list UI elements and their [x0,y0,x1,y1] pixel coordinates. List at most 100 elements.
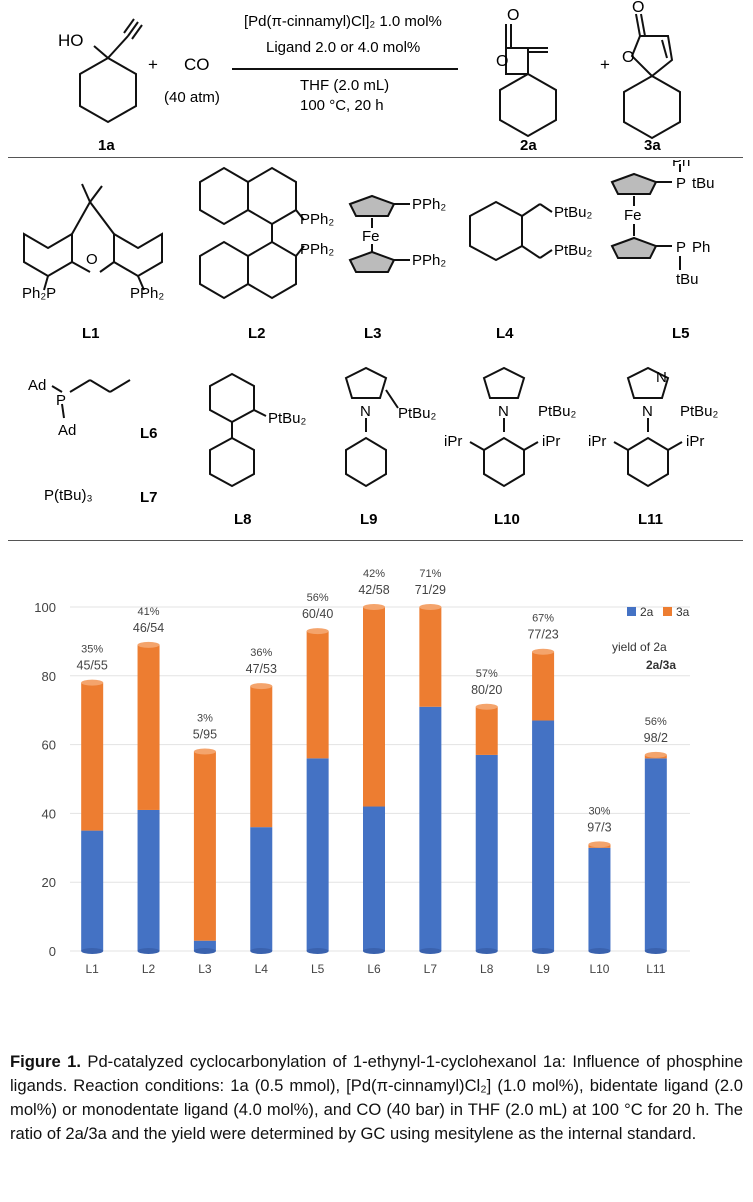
prod2-ring-o: O [622,49,634,66]
bar-L4-2a [250,827,273,951]
svg-text:P: P [56,392,66,409]
svg-text:PtBu₂: PtBu₂ [268,410,307,427]
svg-text:PtBu₂: PtBu₂ [554,204,593,221]
legend-3a: 3a [676,605,690,619]
y-tick-0: 0 [49,944,56,959]
svg-text:PtBu₂: PtBu₂ [398,405,437,422]
bar-base-L1 [81,948,104,954]
bar-L4-3a [250,686,273,828]
svg-text:tBu: tBu [676,271,699,288]
svg-text:N: N [498,403,509,420]
bar-base-L8 [475,948,498,954]
bar-L6-3a [363,607,385,807]
ratio-label-L6: 42/58 [358,583,389,597]
prod1-carbonyl-o: O [507,7,519,24]
bar-L1-2a [81,830,104,951]
sm-label: 1a [98,137,115,154]
ligand-label-l7: L7 [140,489,158,506]
ratio-label-L8: 80/20 [471,683,502,697]
ligand-label-l2: L2 [248,325,266,342]
svg-text:tBu: tBu [692,175,715,192]
ligand-label-l3: L3 [364,325,382,342]
svg-text:N: N [656,369,667,386]
plus-sign-1: + [148,55,158,74]
svg-text:N: N [642,403,653,420]
svg-text:PtBu₂: PtBu₂ [680,403,719,420]
bar-L7-2a [419,706,442,951]
divider-1 [8,157,743,158]
ligand-label-l6: L6 [140,425,158,442]
plus-sign-2: + [600,55,610,74]
x-tick-L9: L9 [536,962,550,976]
bar-base-L9 [532,948,555,954]
svg-text:P: P [676,239,686,256]
svg-text:Fe: Fe [624,207,642,224]
ratio-label-L2: 46/54 [133,621,164,635]
bar-L7-3a [419,607,442,707]
bar-L10-2a [588,847,611,951]
ratio-label-L9: 77/23 [527,628,558,642]
yield-label-L5: 56% [307,592,329,604]
svg-text:PPh₂: PPh₂ [130,285,164,302]
bar-cap-L5 [306,628,329,635]
yield-label-L7: 71% [419,568,441,580]
bar-cap-L8 [475,703,498,710]
figure-caption: Figure 1. Pd-catalyzed cyclocarbonylatio… [10,1050,743,1146]
svg-text:iPr: iPr [444,433,462,450]
divider-2 [8,540,743,541]
x-tick-L3: L3 [198,962,212,976]
bar-cap-L6 [363,604,385,610]
bar-base-L4 [250,948,273,954]
svg-text:PPh₂: PPh₂ [412,252,446,269]
svg-text:iPr: iPr [686,433,704,450]
bar-L6-2a [363,806,385,951]
condition-solvent: THF (2.0 mL) [300,77,389,94]
legend-2a: 2a [640,605,654,619]
bar-cap-L1 [81,679,104,686]
prod2-carbonyl-o: O [632,0,644,16]
yield-label-L1: 35% [81,644,103,656]
x-tick-L2: L2 [142,962,156,976]
ligand-label-l4: L4 [496,325,514,342]
bar-cap-L3 [193,748,216,755]
bar-L8-2a [475,754,498,951]
ratio-label-L5: 60/40 [302,607,333,621]
x-tick-L4: L4 [255,962,269,976]
x-tick-L7: L7 [424,962,438,976]
bar-L5-3a [306,631,329,759]
bar-L3-2a [193,940,216,951]
bar-cap-L11 [644,751,667,758]
yield-chart: 0 20 40 60 80 100 L1 35% 45/55 L2 41% 46/54 L3 3% 5/9… [34,568,690,976]
svg-text:PtBu₂: PtBu₂ [554,242,593,259]
bar-L9-2a [532,720,555,951]
svg-text:Ph₂P: Ph₂P [22,285,56,302]
yield-label-L10: 30% [588,805,610,817]
condition-temperature: 100 °C, 20 h [300,97,384,114]
legend-yield-note: yield of 2a [612,640,667,654]
svg-text:PPh₂: PPh₂ [300,211,334,228]
prod2-ring [623,74,681,140]
x-tick-L10: L10 [589,962,609,976]
svg-text:Ad: Ad [58,422,76,439]
svg-text:N: N [360,403,371,420]
x-tick-L8: L8 [480,962,494,976]
y-tick-60: 60 [42,738,56,753]
ratio-label-L7: 71/29 [415,583,446,597]
bar-L3-3a [193,751,216,941]
prod1-label: 2a [520,137,537,154]
bar-L1-3a [81,682,104,831]
y-tick-100: 100 [34,600,56,615]
yield-label-L2: 41% [138,606,160,618]
legend-swatch-2a [627,607,636,616]
prod1-ring-o: O [496,53,508,70]
bar-base-L3 [193,948,216,954]
prod2-label: 3a [644,137,661,154]
sm-hydroxyl: HO [58,31,84,50]
yield-label-L11: 56% [645,716,667,728]
bar-L8-3a [475,706,498,755]
bar-base-L7 [419,948,442,954]
legend-swatch-3a [663,607,672,616]
ligand-label-l5: L5 [672,325,690,342]
svg-text:iPr: iPr [542,433,560,450]
bar-cap-L4 [250,683,273,690]
